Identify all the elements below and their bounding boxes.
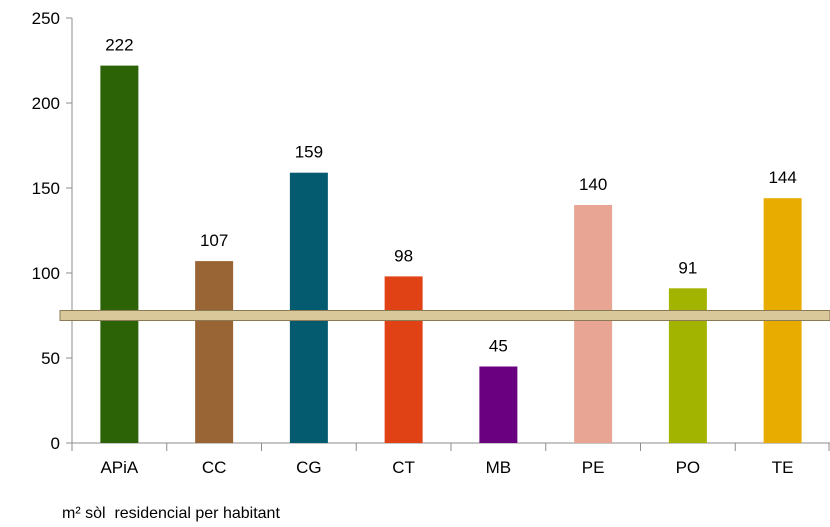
x-tick-label: MB xyxy=(486,458,512,477)
reference-line xyxy=(59,310,830,321)
x-tick-label: CG xyxy=(296,458,322,477)
data-label: 107 xyxy=(200,231,228,250)
reference-band xyxy=(59,310,830,321)
x-tick-label: CC xyxy=(202,458,227,477)
y-tick-label: 100 xyxy=(32,264,60,283)
data-label: 222 xyxy=(105,36,133,55)
bar-cg xyxy=(289,172,328,443)
x-tick-label: APiA xyxy=(100,458,138,477)
bar-pe xyxy=(574,205,613,443)
chart-caption: m² sòl residencial per habitant xyxy=(62,505,280,522)
data-labels-group: 222 107 159 98 45 140 91 144 xyxy=(105,36,797,356)
y-axis: 0 50 100 150 200 250 xyxy=(32,9,73,453)
data-label: 91 xyxy=(678,258,697,277)
y-tick-label: 150 xyxy=(32,179,60,198)
x-tick-label: PO xyxy=(676,458,701,477)
bar-cc xyxy=(195,261,234,443)
data-label: 159 xyxy=(295,143,323,162)
x-tick-label: TE xyxy=(772,458,794,477)
bars-group xyxy=(100,65,802,443)
x-axis: APiA CC CG CT MB PE PO TE xyxy=(71,442,830,477)
bar-mb xyxy=(479,366,518,443)
data-label: 144 xyxy=(768,168,796,187)
data-label: 45 xyxy=(489,337,508,356)
x-tick-label: PE xyxy=(582,458,605,477)
bar-apia xyxy=(100,65,139,443)
y-tick-label: 0 xyxy=(51,434,60,453)
data-label: 140 xyxy=(579,175,607,194)
y-tick-label: 50 xyxy=(41,349,60,368)
bar-ct xyxy=(384,276,423,443)
y-tick-label: 250 xyxy=(32,9,60,28)
data-label: 98 xyxy=(394,246,413,265)
y-tick-label: 200 xyxy=(32,94,60,113)
x-tick-label: CT xyxy=(392,458,415,477)
